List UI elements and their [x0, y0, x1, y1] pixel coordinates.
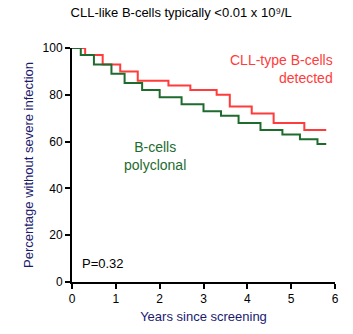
- svg-text:6: 6: [332, 292, 339, 306]
- svg-text:0: 0: [56, 275, 63, 289]
- svg-text:CLL-like B-cells typically <0.: CLL-like B-cells typically <0.01 x 10⁹/L: [71, 5, 292, 20]
- svg-text:5: 5: [288, 292, 295, 306]
- svg-text:P=0.32: P=0.32: [82, 256, 124, 271]
- svg-text:80: 80: [49, 88, 63, 102]
- svg-text:40: 40: [49, 182, 63, 196]
- svg-text:100: 100: [43, 41, 63, 55]
- svg-text:1: 1: [112, 292, 119, 306]
- svg-text:20: 20: [49, 228, 63, 242]
- svg-text:Percentage without severe infe: Percentage without severe infection: [21, 62, 36, 268]
- svg-text:2: 2: [156, 292, 163, 306]
- svg-text:CLL-type B-cellsdetected: CLL-type B-cellsdetected: [230, 52, 333, 86]
- svg-text:Years since screening: Years since screening: [140, 309, 267, 324]
- svg-text:3: 3: [200, 292, 207, 306]
- svg-text:4: 4: [244, 292, 251, 306]
- svg-text:60: 60: [49, 135, 63, 149]
- svg-text:0: 0: [69, 292, 76, 306]
- svg-text:B-cellspolyclonal: B-cellspolyclonal: [124, 139, 186, 173]
